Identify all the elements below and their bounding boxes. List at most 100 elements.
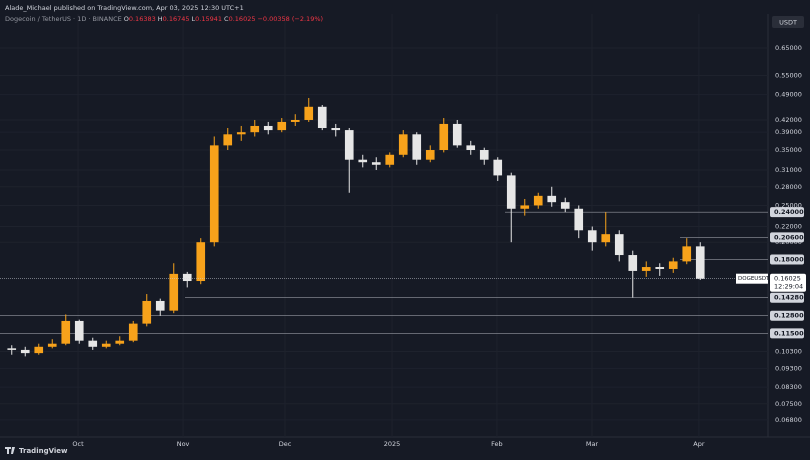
candle-body [61, 320, 71, 344]
symbol-label: DOGEUSDT [738, 276, 770, 282]
candle-body [331, 128, 341, 131]
level-label: 0.20600 [774, 233, 804, 241]
level-label: 0.24000 [774, 208, 804, 216]
y-tick-label: 0.22000 [775, 222, 802, 230]
candle-body [412, 134, 422, 160]
price-badge [770, 273, 806, 292]
y-tick-label: 0.07500 [775, 400, 802, 408]
x-tick-label: Nov [177, 440, 190, 448]
y-tick-label: 0.08300 [775, 383, 802, 391]
symbol: Dogecoin / TetherUS · 1D · BINANCE [5, 15, 122, 23]
header: Alade_Michael published on TradingView.c… [5, 3, 325, 25]
y-tick-label: 0.42000 [775, 116, 802, 124]
candle-body [74, 320, 84, 341]
candle-body [695, 246, 705, 279]
ohlc-letter: H [157, 15, 163, 23]
x-tick-label: 2025 [384, 440, 401, 448]
candle-body [304, 106, 314, 120]
candle-body [560, 202, 570, 209]
candle-body [506, 175, 516, 209]
candle-body [533, 195, 543, 206]
ohlc-letter: O [123, 15, 129, 23]
x-tick-label: Feb [491, 440, 503, 448]
candle-body [263, 125, 273, 131]
ohlc-value: 0.16025 [228, 15, 256, 23]
candle-body [223, 134, 233, 146]
y-tick-label: 0.39000 [775, 128, 802, 136]
candle-body [479, 150, 489, 160]
candle-body [439, 123, 449, 151]
price-label: 0.16025 [774, 275, 801, 283]
candle-body [277, 121, 287, 131]
footer-logo [5, 447, 15, 454]
y-tick-label: 0.09300 [775, 364, 802, 372]
candle-body [601, 234, 611, 243]
candle-body [493, 159, 503, 176]
candle-body [520, 205, 530, 209]
candle-body [182, 273, 192, 282]
candle-body [236, 132, 246, 135]
candle-body [250, 125, 260, 133]
level-badge [770, 310, 804, 321]
candle-body [20, 349, 30, 354]
candle-body [47, 343, 57, 347]
y-tick-label: 0.10300 [775, 348, 802, 356]
candle-body [668, 261, 678, 269]
candle-body [628, 255, 638, 271]
publisher: Alade_Michael published on TradingView.c… [5, 4, 244, 12]
y-tick-label: 0.25000 [775, 201, 802, 209]
plot: 0.24000 0.20600 0.18000 0.14280 0.12800 0.115… [0, 97, 806, 357]
candle-body [101, 343, 111, 347]
y-tick-label: 0.55000 [775, 72, 802, 80]
candle-body [196, 242, 206, 282]
currency-box [772, 16, 804, 28]
candle-body [466, 145, 476, 151]
candle-body [385, 154, 395, 165]
candle-body [398, 134, 408, 155]
candle-body [88, 340, 98, 347]
candle-body [371, 162, 381, 165]
candle-body [142, 300, 152, 324]
x-tick-label: Oct [72, 440, 84, 448]
candle-body [290, 119, 300, 122]
y-tick-label: 0.28000 [775, 183, 802, 191]
level-badge [770, 292, 804, 303]
candle-body [317, 106, 327, 129]
candle-body [358, 159, 368, 163]
y-tick-label: 0.49000 [775, 91, 802, 99]
candle-body [344, 130, 354, 160]
candle-body [169, 273, 179, 311]
ohlc-letter: C [224, 15, 229, 23]
candle-body [641, 267, 651, 271]
candle-body [209, 145, 219, 243]
brand: TradingView [19, 447, 68, 455]
candle-body [155, 300, 165, 311]
symbol-badge [736, 273, 768, 284]
level-badge [770, 328, 804, 339]
change: −0.00358 (−2.19%) [257, 15, 324, 23]
candle-body [425, 150, 435, 160]
candle-body [547, 195, 557, 203]
x-tick-label: Dec [279, 440, 292, 448]
level-badge [770, 232, 804, 243]
legend-line: Dogecoin / TetherUS · 1D · BINANCE O0.163… [5, 14, 325, 25]
candle-body [115, 340, 125, 344]
level-label: 0.18000 [774, 256, 804, 264]
x-tick-label: Mar [586, 440, 599, 448]
candle-body [7, 348, 17, 350]
y-tick-label: 0.35000 [775, 146, 802, 154]
candle-body [655, 267, 665, 269]
candle-body [587, 230, 597, 243]
ohlc-letter: L [191, 15, 196, 23]
level-badge [770, 207, 804, 218]
candle-body [574, 208, 584, 231]
level-label: 0.14280 [774, 294, 804, 302]
level-label: 0.12800 [774, 312, 804, 320]
y-tick-label: 0.06800 [775, 416, 802, 424]
y-tick-label: 0.31000 [775, 166, 802, 174]
currency: USDT [779, 19, 797, 27]
candle-body [452, 123, 462, 146]
